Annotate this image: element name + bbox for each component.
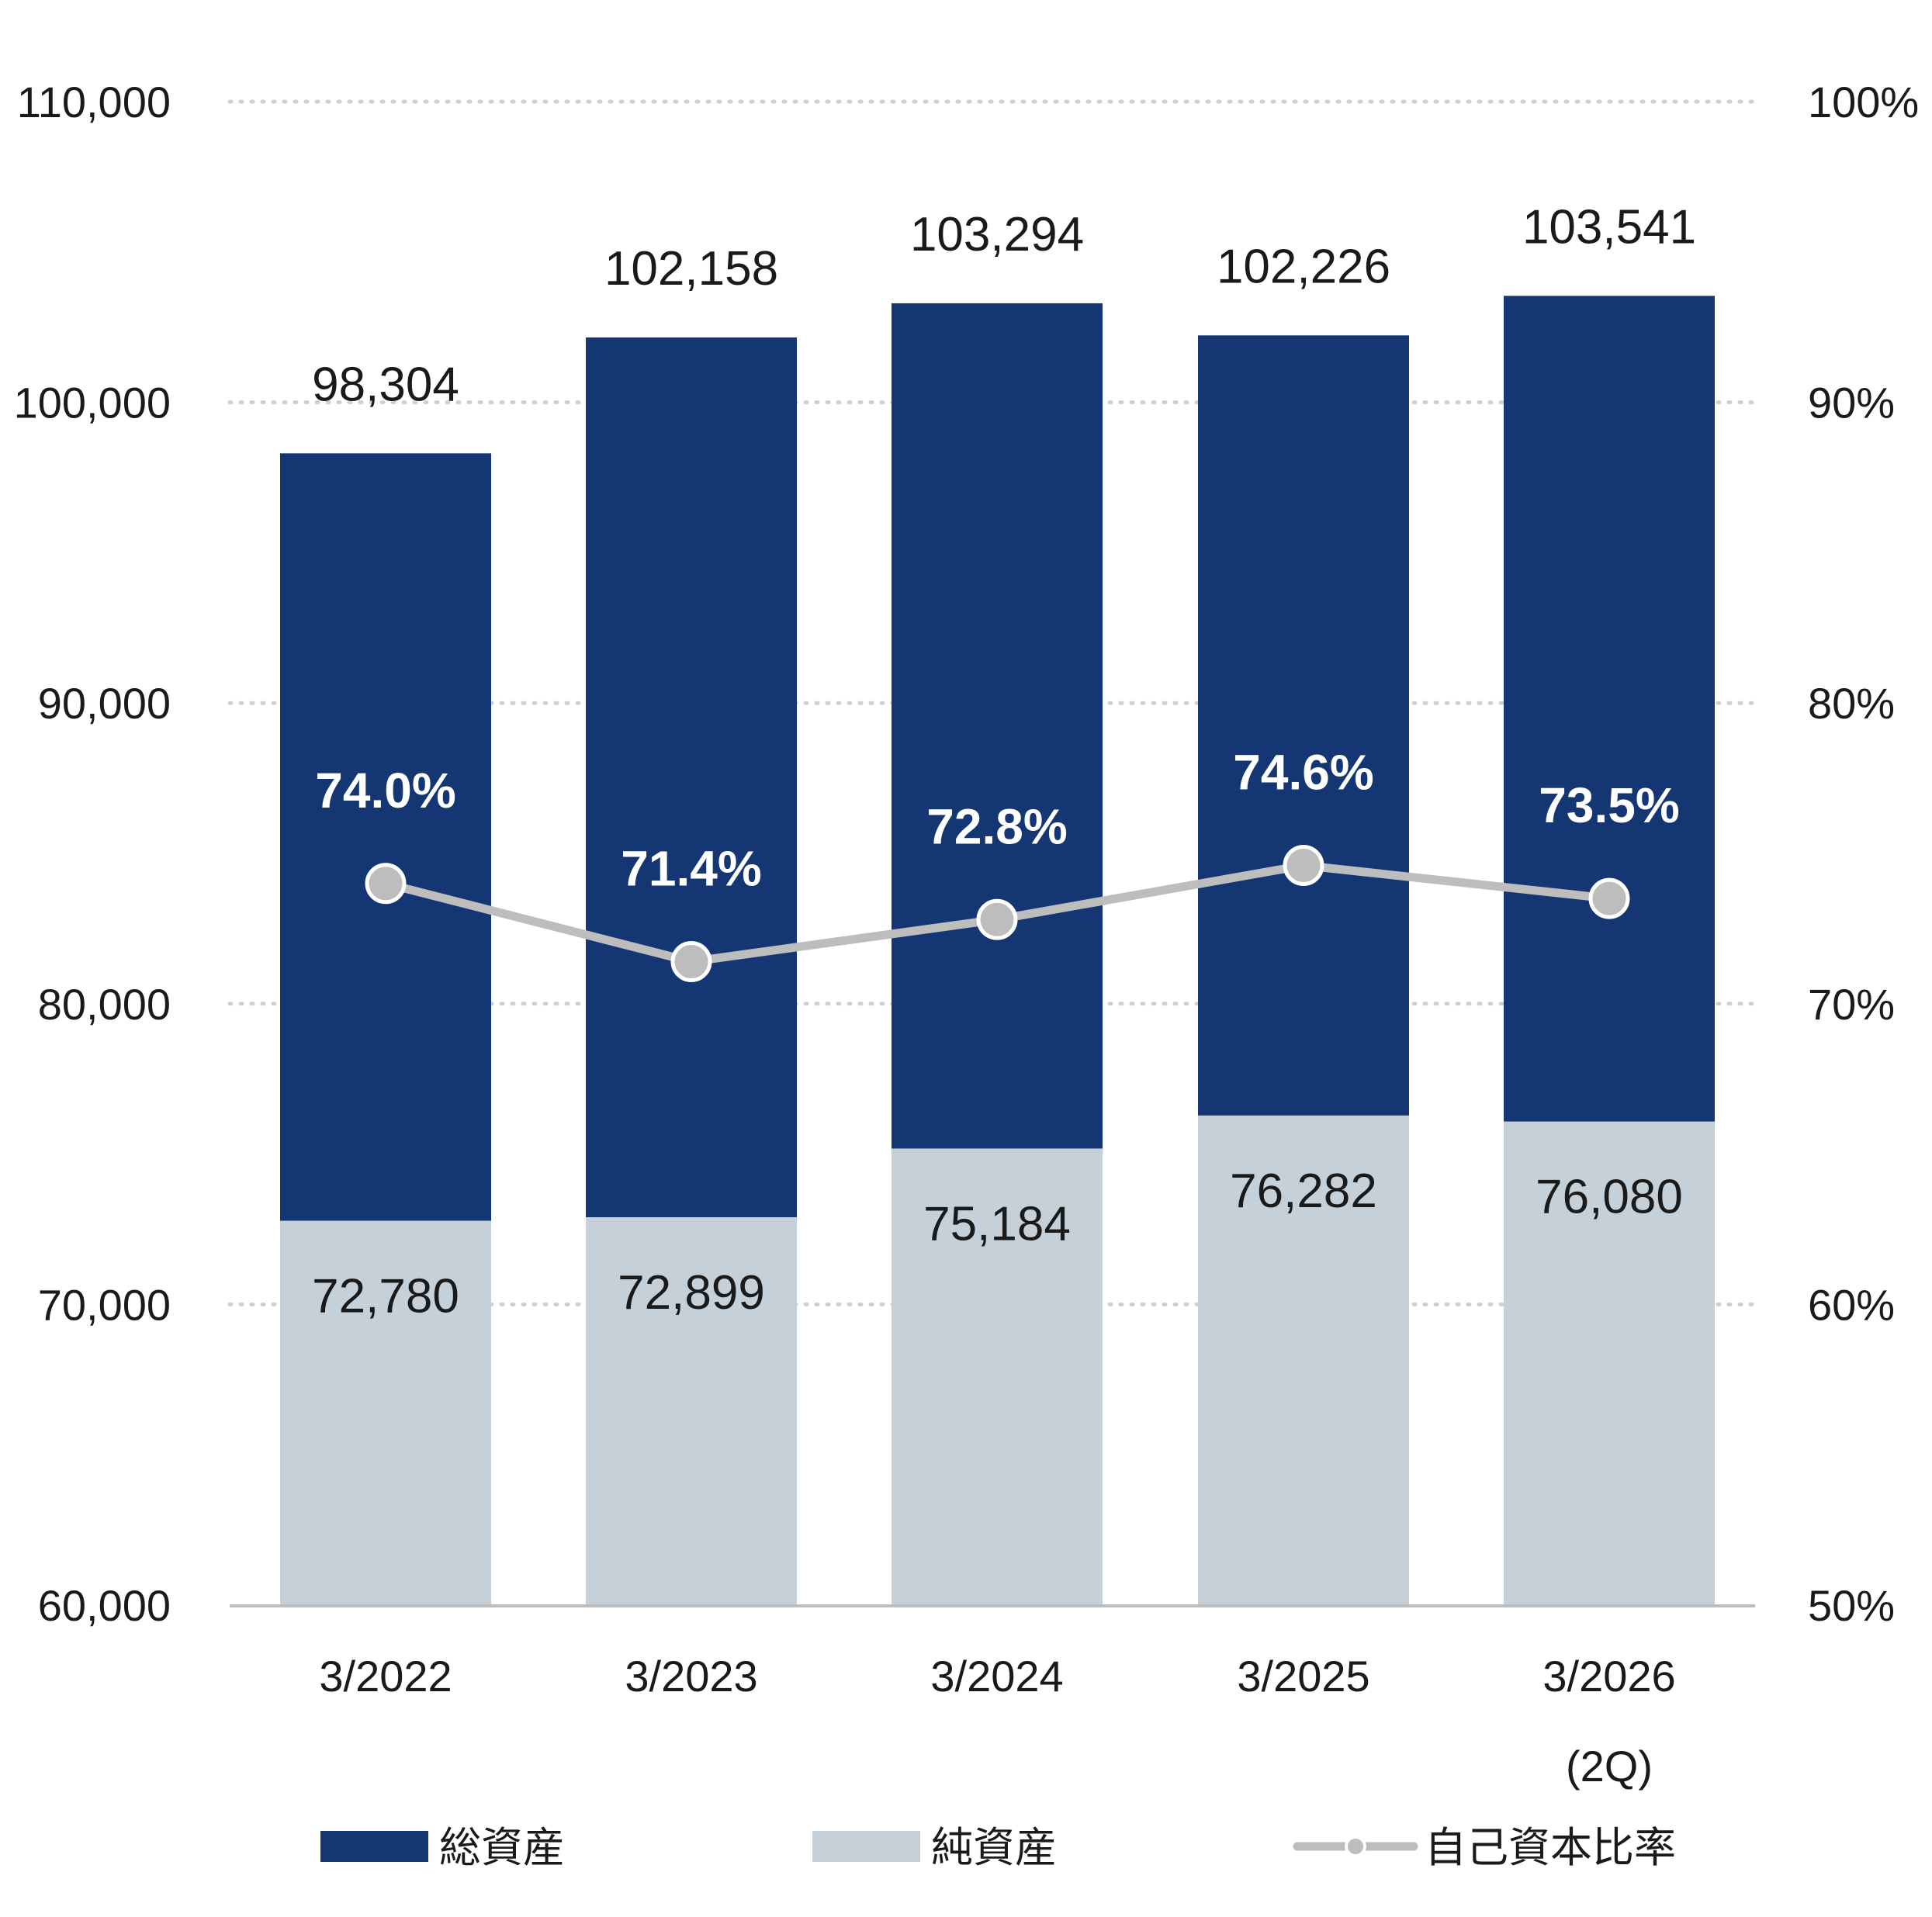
net-assets-bar — [1198, 1115, 1409, 1605]
net-assets-bar — [280, 1220, 491, 1605]
legend-label-equity-ratio: 自己資本比率 — [1425, 1823, 1676, 1872]
total-assets-bar — [586, 337, 797, 1218]
equity-ratio-point — [365, 863, 407, 905]
x-tick-label: 3/2023 — [625, 1652, 757, 1701]
equity-ratio-point — [1283, 845, 1324, 887]
x-tick-label: 3/2022 — [319, 1652, 452, 1701]
net-assets-value-label: 72,899 — [618, 1266, 765, 1320]
equity-ratio-value-label: 73.5% — [1539, 777, 1679, 833]
y-right-tick-label: 70% — [1808, 980, 1895, 1029]
axis-tick-labels: 60,000 70,000 80,000 90,000 100,000 110,000 50… — [14, 78, 1920, 1630]
equity-ratio-value-label: 71.4% — [621, 841, 761, 897]
total-assets-bar — [892, 303, 1103, 1149]
x-tick-label: 3/2024 — [930, 1652, 1063, 1701]
net-assets-bar — [892, 1148, 1103, 1605]
legend-swatch-net-assets — [812, 1831, 920, 1862]
y-left-tick-label: 60,000 — [38, 1581, 171, 1630]
category-labels: 3/2022 3/2023 3/2024 3/2025 3/2026 (2Q) — [319, 1652, 1675, 1791]
y-left-tick-label: 80,000 — [38, 980, 171, 1029]
equity-ratio-point — [976, 898, 1018, 940]
net-assets-bar — [586, 1217, 797, 1605]
y-right-tick-label: 90% — [1808, 379, 1895, 427]
total-assets-value-label: 103,294 — [910, 208, 1084, 261]
legend-swatch-total-assets — [320, 1831, 428, 1862]
y-right-tick-label: 100% — [1808, 78, 1919, 126]
net-assets-bar — [1504, 1121, 1715, 1605]
legend-label-total-assets: 総資産 — [439, 1823, 565, 1872]
equity-ratio-value-label: 74.0% — [315, 763, 455, 818]
total-assets-value-label: 103,541 — [1522, 200, 1696, 254]
net-assets-value-label: 76,080 — [1536, 1171, 1683, 1224]
total-assets-value-label: 102,158 — [604, 242, 778, 296]
equity-ratio-value-label: 74.6% — [1233, 745, 1373, 801]
legend: 総資産 純資産 自己資本比率 — [320, 1823, 1676, 1872]
data-labels: 98,304 72,780 102,158 72,899 103,294 75,184 10… — [312, 200, 1696, 1323]
equity-ratio-value-label: 72.8% — [926, 798, 1067, 854]
y-right-tick-label: 80% — [1808, 679, 1895, 728]
y-right-tick-label: 50% — [1808, 1581, 1895, 1630]
legend-label-net-assets: 純資産 — [931, 1823, 1057, 1872]
y-right-tick-label: 60% — [1808, 1280, 1895, 1329]
total-assets-bar — [1198, 335, 1409, 1116]
net-assets-value-label: 72,780 — [312, 1270, 459, 1324]
total-assets-value-label: 98,304 — [312, 358, 459, 411]
y-left-tick-label: 90,000 — [38, 679, 171, 728]
x-tick-label: 3/2025 — [1237, 1652, 1369, 1701]
total-assets-value-label: 102,226 — [1217, 240, 1390, 293]
y-left-tick-label: 70,000 — [38, 1280, 171, 1329]
net-assets-value-label: 76,282 — [1230, 1164, 1377, 1218]
bars — [280, 296, 1715, 1605]
equity-ratio-point — [670, 941, 712, 983]
x-tick-label: 3/2026 — [1542, 1652, 1675, 1701]
total-assets-bar — [1504, 296, 1715, 1122]
equity-ratio-line — [365, 845, 1630, 983]
equity-ratio-point — [1588, 877, 1630, 919]
total-assets-bar — [280, 453, 491, 1221]
net-assets-value-label: 75,184 — [923, 1197, 1071, 1251]
x-tick-sublabel: (2Q) — [1566, 1742, 1653, 1791]
y-left-tick-label: 100,000 — [14, 379, 171, 427]
y-left-tick-label: 110,000 — [17, 78, 171, 126]
legend-marker-equity-ratio — [1345, 1836, 1366, 1857]
